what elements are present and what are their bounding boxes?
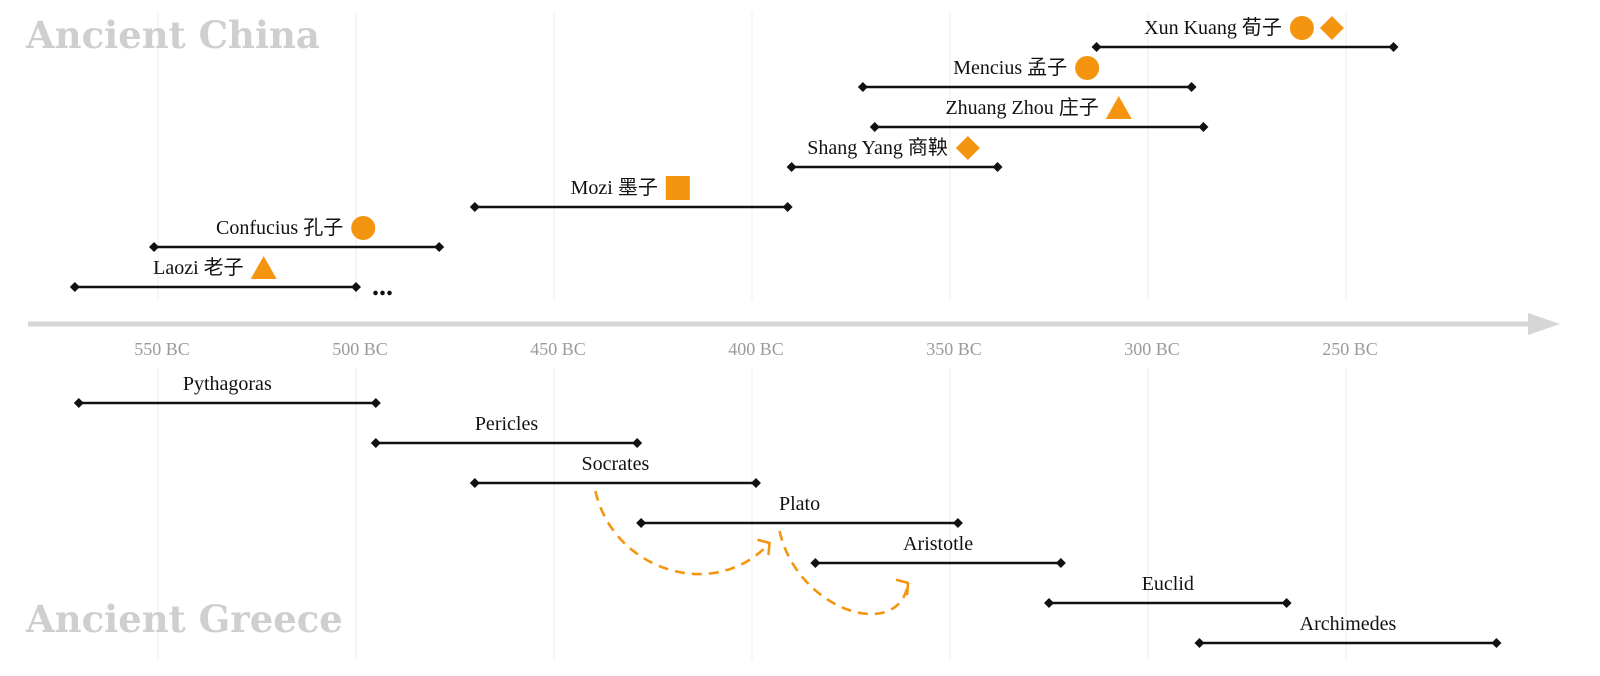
lifespan-endpoint (1055, 558, 1066, 568)
lifespan-endpoint (1198, 122, 1209, 132)
lifespan-endpoint (149, 242, 160, 252)
diamond-marker-icon (1319, 16, 1344, 40)
influence-arrows (594, 490, 910, 616)
person-name-label: Mencius 孟子 (953, 56, 1067, 79)
person-laozi: Laozi 老子... (69, 256, 393, 302)
circle-marker-icon (1289, 16, 1314, 40)
lifespan-endpoint (869, 122, 880, 132)
influence-curve (594, 490, 771, 576)
person-name-label: Laozi 老子 (153, 256, 244, 279)
group-title-ancient-china: Ancient China (25, 13, 320, 57)
lifespan-endpoint (1491, 638, 1502, 648)
lifespans: Laozi 老子... Confucius 孔子 Mozi 墨子 Shang Yang… (69, 16, 1502, 648)
person-aristotle: Aristotle (810, 533, 1066, 568)
person-name-label: Shang Yang 商鞅 (807, 136, 948, 159)
lifespan-endpoint (370, 438, 381, 448)
lifespan-endpoint (469, 202, 480, 212)
x-tick-label: 350 BC (926, 339, 982, 359)
person-socrates: Socrates (469, 453, 761, 488)
lifespan-endpoint (469, 478, 480, 488)
lifespan-endpoint (810, 558, 821, 568)
person-euclid: Euclid (1044, 573, 1292, 608)
arrowhead-icon (757, 538, 771, 556)
person-name-label: Socrates (581, 453, 649, 475)
lifespan-endpoint (1281, 598, 1292, 608)
lifespan-endpoint (952, 518, 963, 528)
lifespan-endpoint (1091, 42, 1102, 52)
person-name-label: Pericles (475, 413, 539, 435)
lifespan-endpoint (782, 202, 793, 212)
person-name-label: Xun Kuang 荀子 (1144, 16, 1282, 39)
circle-marker-icon (1075, 56, 1100, 80)
person-pericles: Pericles (370, 413, 643, 448)
person-mencius: Mencius 孟子 (857, 56, 1197, 92)
person-name-label: Euclid (1142, 573, 1194, 595)
diamond-marker-icon (955, 136, 980, 160)
influence-socrates-to-plato (594, 490, 771, 576)
influence-plato-to-aristotle (778, 530, 910, 616)
group-titles: Ancient China Ancient Greece (25, 13, 343, 641)
triangle-marker-icon (1105, 96, 1132, 119)
x-tick-label: 450 BC (530, 339, 586, 359)
lifespan-endpoint (786, 162, 797, 172)
lifespan-endpoint (992, 162, 1003, 172)
lifespan-endpoint (69, 282, 80, 292)
lifespan-endpoint (1388, 42, 1399, 52)
lifespan-endpoint (636, 518, 647, 528)
person-xun-kuang: Xun Kuang 荀子 (1091, 16, 1399, 52)
grid-layer (157, 12, 1347, 660)
person-mozi: Mozi 墨子 (469, 176, 793, 212)
triangle-marker-icon (250, 256, 277, 279)
lifespan-endpoint (370, 398, 381, 408)
x-tick-label: 500 BC (332, 339, 388, 359)
lifespan-endpoint (1044, 598, 1054, 608)
person-plato: Plato (636, 493, 963, 528)
axis-arrow-icon (1528, 313, 1560, 335)
square-marker-icon (665, 176, 690, 200)
person-name-label: Mozi 墨子 (571, 177, 658, 199)
influence-curve (778, 530, 910, 616)
lifespan-endpoint (750, 478, 761, 488)
person-name-label: Aristotle (903, 533, 973, 555)
person-name-label: Archimedes (1300, 613, 1397, 635)
circle-marker-icon (351, 216, 376, 240)
x-tick-label: 400 BC (728, 339, 784, 359)
person-pythagoras: Pythagoras (73, 373, 381, 408)
x-tick-label: 250 BC (1322, 339, 1378, 359)
arrowhead-icon (895, 578, 910, 596)
lifespan-endpoint (73, 398, 84, 408)
person-zhuang-zhou: Zhuang Zhou 庄子 (869, 96, 1209, 132)
person-shang-yang: Shang Yang 商鞅 (786, 136, 1003, 172)
person-name-label: Confucius 孔子 (216, 216, 343, 239)
x-tick-label: 300 BC (1124, 339, 1180, 359)
time-axis: 550 BC 500 BC 450 BC 400 BC 350 BC 300 BC 250 … (28, 313, 1560, 359)
x-tick-label: 550 BC (134, 339, 190, 359)
group-title-ancient-greece: Ancient Greece (25, 597, 343, 641)
person-archimedes: Archimedes (1194, 613, 1502, 648)
lifespan-endpoint (632, 438, 643, 448)
lifespan-endpoint (434, 242, 445, 252)
person-confucius: Confucius 孔子 (149, 216, 445, 252)
person-name-label: Zhuang Zhou 庄子 (945, 96, 1098, 119)
lifespan-endpoint (857, 82, 868, 92)
continuation-ellipsis: ... (372, 271, 393, 302)
lifespan-endpoint (1194, 638, 1205, 648)
lifespan-endpoint (351, 282, 361, 292)
person-name-label: Plato (779, 493, 820, 515)
person-name-label: Pythagoras (183, 373, 272, 395)
lifespan-endpoint (1186, 82, 1197, 92)
